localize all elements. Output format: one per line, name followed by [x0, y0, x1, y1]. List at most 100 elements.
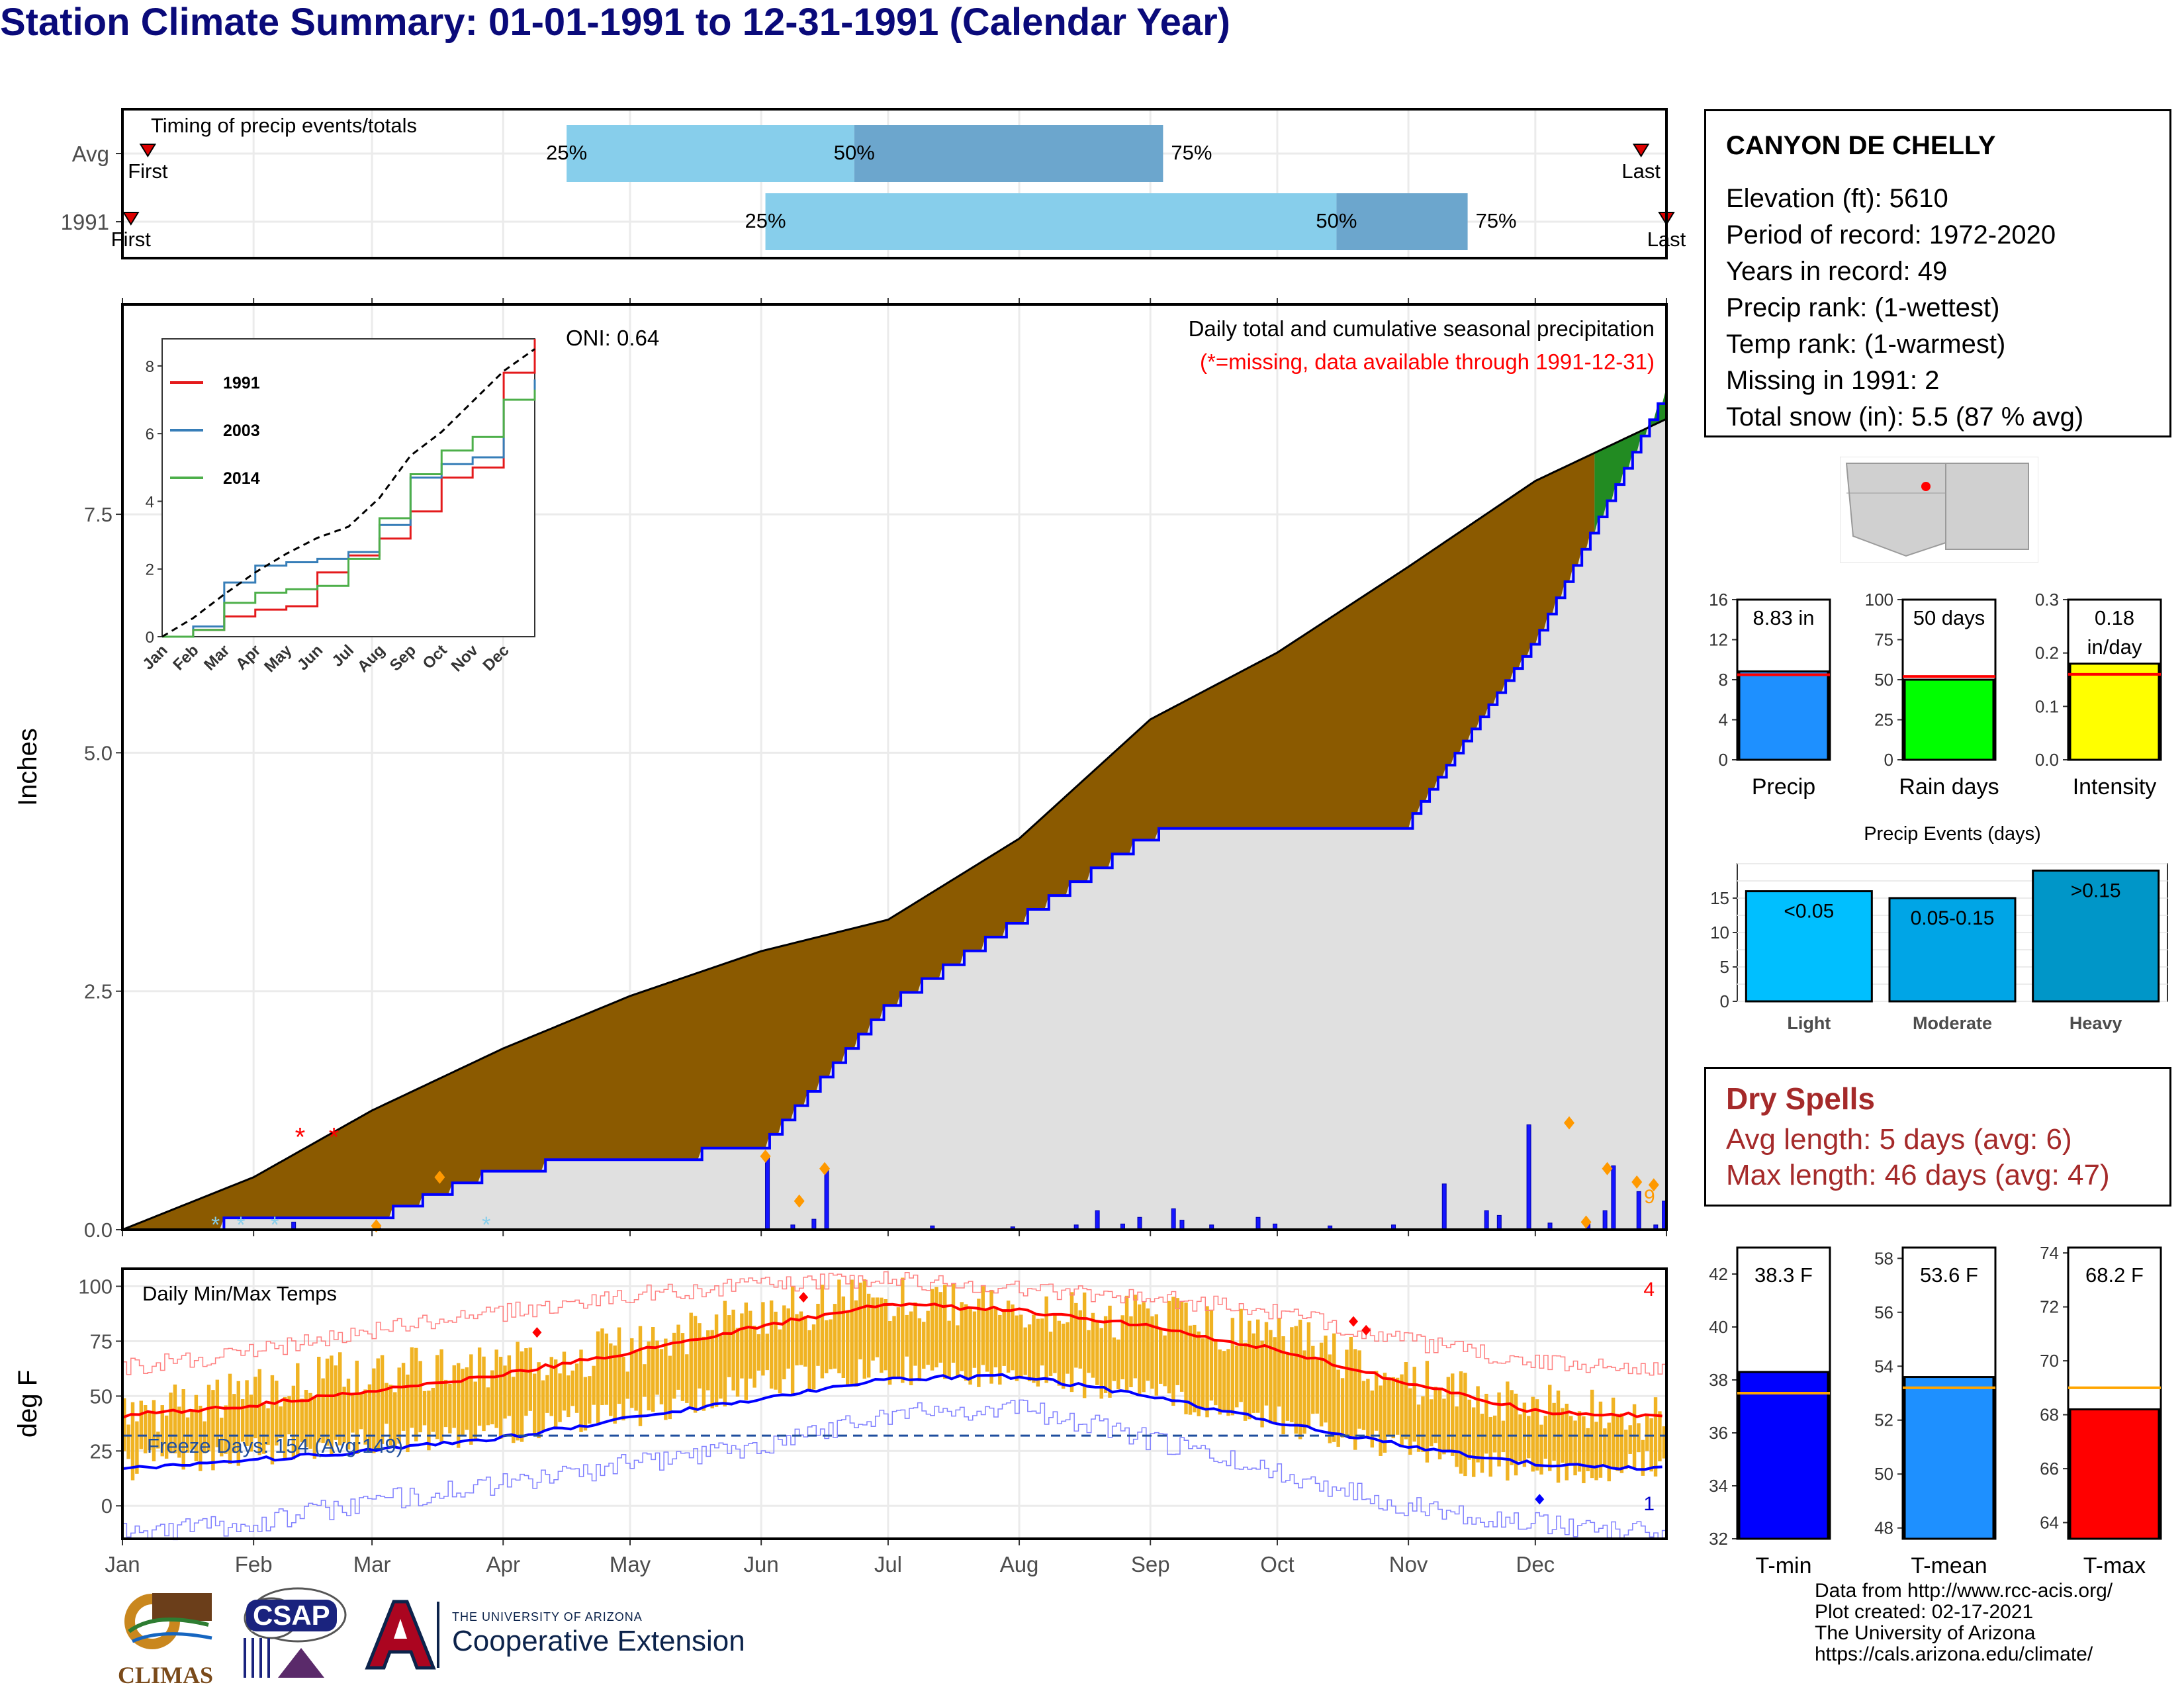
temp-summary-ytick-label: 52 [1874, 1410, 1893, 1430]
csap-wordmark: CSAP [246, 1600, 337, 1631]
daily-temp-bar [1488, 1416, 1492, 1477]
inset-ytick-label: 8 [146, 358, 154, 376]
timing-row-label: 1991 [61, 210, 109, 234]
daily-temp-bar [752, 1326, 756, 1388]
daily-temp-bar [1188, 1325, 1193, 1415]
summary-ytick-label: 0.0 [2035, 750, 2059, 770]
daily-temp-bar [545, 1375, 549, 1413]
temp-ytick-label: 100 [78, 1275, 113, 1299]
locator-map [1840, 457, 2038, 563]
daily-temp-bar [820, 1285, 825, 1379]
station-info-box: CANYON DE CHELLY Elevation (ft): 5610 Per… [1704, 109, 2171, 437]
daily-temp-bar [279, 1406, 283, 1438]
first-event-label: First [111, 228, 152, 251]
daily-temp-bar [1167, 1301, 1171, 1394]
month-label: Mar [353, 1552, 391, 1576]
daily-temp-bar [917, 1318, 922, 1381]
daily-temp-bar [1158, 1328, 1163, 1384]
daily-temp-bar [363, 1389, 367, 1445]
temp-summary-ytick-label: 34 [1709, 1476, 1728, 1496]
credit-line: https://cals.arizona.edu/climate/ [1815, 1643, 2093, 1665]
daily-temp-bar [406, 1374, 410, 1453]
daily-temp-bar [1421, 1396, 1425, 1452]
inset-legend-label: 1991 [223, 374, 260, 392]
temp-summary-ytick-label: 36 [1709, 1423, 1728, 1443]
oni-label: ONI: 0.64 [566, 326, 659, 350]
inset-ytick-label: 4 [146, 493, 154, 511]
first-event-marker [139, 144, 157, 158]
daily-temp-bar [1527, 1416, 1531, 1459]
daily-precip-bar [1179, 1220, 1185, 1230]
credit-line: Data from http://www.rcc-acis.org/ [1815, 1580, 2113, 1602]
daily-temp-bar [1251, 1333, 1256, 1413]
dry-spells-avg: Avg length: 5 days (avg: 6) [1726, 1123, 2072, 1156]
daily-temp-bar [448, 1383, 452, 1434]
daily-precip-bar [1171, 1208, 1176, 1230]
timing-bar-50-75 [854, 125, 1163, 182]
ua-small-text: THE UNIVERSITY OF ARIZONA [452, 1610, 643, 1623]
daily-temp-bar [228, 1373, 232, 1465]
daily-temp-bar [1095, 1321, 1099, 1385]
daily-temp-bar [613, 1346, 617, 1424]
daily-temp-bar [1298, 1320, 1302, 1439]
daily-temp-bar [672, 1332, 676, 1399]
daily-temp-bar [1379, 1385, 1383, 1456]
daily-temp-bar [236, 1381, 241, 1466]
snow-marker: * [482, 1212, 490, 1238]
daily-temp-bar [443, 1379, 448, 1428]
daily-temp-bar [1142, 1302, 1146, 1392]
daily-temp-bar [875, 1297, 880, 1357]
daily-precip-bar [1526, 1124, 1531, 1230]
corner-count: 9 [1644, 1186, 1655, 1208]
daily-temp-bar [245, 1380, 249, 1446]
record-low-marker [1535, 1494, 1545, 1505]
heavy-event-marker [1563, 1116, 1574, 1130]
daily-temp-bar [951, 1283, 956, 1363]
daily-temp-bar [321, 1378, 325, 1443]
daily-temp-bar [541, 1380, 545, 1432]
daily-temp-bar [1404, 1362, 1408, 1439]
daily-temp-bar [435, 1355, 439, 1439]
timing-bar-25-50 [765, 193, 1337, 250]
daily-temp-bar [291, 1385, 296, 1460]
daily-temp-bar [367, 1384, 372, 1453]
daily-temp-bar [1230, 1318, 1235, 1416]
daily-temp-bar [549, 1357, 554, 1416]
daily-temp-bar [477, 1347, 482, 1426]
daily-temp-bar [825, 1320, 829, 1373]
daily-temp-bar [1150, 1316, 1154, 1389]
daily-temp-bar [1619, 1413, 1624, 1473]
daily-temp-bar [892, 1316, 896, 1379]
daily-temp-bar [947, 1320, 951, 1379]
daily-temp-bar [1641, 1439, 1645, 1476]
temp-summary-ytick-label: 42 [1709, 1264, 1728, 1284]
daily-temp-bar [592, 1365, 596, 1405]
daily-temp-bar [469, 1354, 473, 1445]
daily-temp-bar [799, 1311, 803, 1365]
daily-temp-bar [224, 1405, 228, 1454]
summary-ytick-label: 50 [1874, 670, 1893, 690]
daily-temp-bar [1531, 1396, 1535, 1472]
daily-temp-bar [1061, 1324, 1066, 1389]
daily-temp-bar [1032, 1314, 1036, 1383]
daily-temp-bar [206, 1385, 211, 1451]
month-label: Jun [744, 1552, 779, 1576]
daily-temp-bar [317, 1356, 321, 1443]
daily-temp-bar [308, 1392, 312, 1449]
timing-row-label: Avg [72, 142, 109, 166]
precip-frame [121, 303, 1668, 1231]
daily-temp-bar [1087, 1330, 1091, 1373]
daily-temp-bar [1539, 1424, 1543, 1475]
daily-precip-bar [1484, 1210, 1489, 1230]
record-high-marker [1361, 1324, 1371, 1336]
daily-temp-bar [1480, 1414, 1484, 1473]
daily-temp-bar [524, 1348, 528, 1416]
daily-temp-bar [304, 1389, 308, 1447]
temp-summary-ytick-label: 54 [1874, 1356, 1893, 1376]
summary-ytick-label: 12 [1709, 630, 1728, 650]
month-label: May [610, 1552, 651, 1576]
timing-p50-label: 50% [1316, 209, 1357, 232]
daily-temp-bar [1036, 1318, 1040, 1387]
timing-frame [121, 108, 1668, 259]
heavy-event-marker [1648, 1178, 1659, 1192]
